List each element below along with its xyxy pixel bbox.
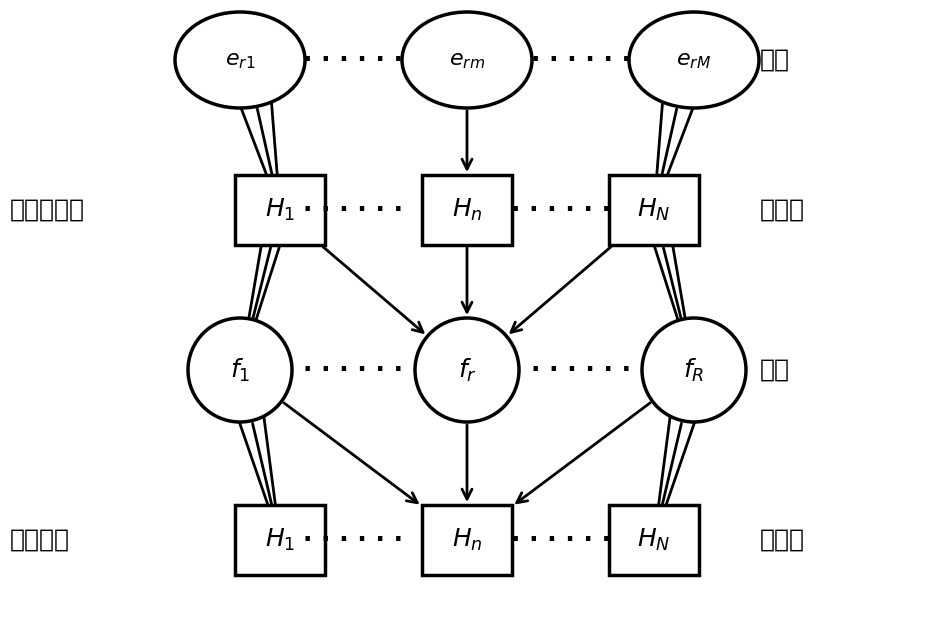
Text: · · · · · ·: · · · · · ·: [303, 198, 403, 222]
Text: $H_N$: $H_N$: [637, 527, 671, 553]
Text: · · · · · ·: · · · · · ·: [531, 358, 631, 382]
FancyBboxPatch shape: [609, 505, 699, 575]
Text: $f_r$: $f_r$: [458, 356, 476, 384]
Text: 因素层评估: 因素层评估: [10, 198, 85, 222]
Ellipse shape: [175, 12, 305, 108]
FancyBboxPatch shape: [609, 175, 699, 245]
Text: 因素: 因素: [760, 358, 790, 382]
Text: 整体评估: 整体评估: [10, 528, 70, 552]
Circle shape: [188, 318, 292, 422]
Text: · · · · · ·: · · · · · ·: [303, 48, 403, 72]
Text: · · · · · ·: · · · · · ·: [511, 198, 611, 222]
Text: $e_{r1}$: $e_{r1}$: [225, 49, 255, 71]
Text: $e_{rM}$: $e_{rM}$: [676, 49, 712, 71]
FancyBboxPatch shape: [422, 505, 512, 575]
Text: $H_1$: $H_1$: [265, 527, 295, 553]
Text: $H_n$: $H_n$: [452, 197, 482, 223]
Text: $f_1$: $f_1$: [230, 356, 250, 384]
Text: $e_{rm}$: $e_{rm}$: [449, 49, 485, 71]
Text: $H_1$: $H_1$: [265, 197, 295, 223]
FancyBboxPatch shape: [235, 175, 325, 245]
Ellipse shape: [629, 12, 759, 108]
Text: $H_N$: $H_N$: [637, 197, 671, 223]
Circle shape: [415, 318, 519, 422]
FancyBboxPatch shape: [422, 175, 512, 245]
Text: · · · · · ·: · · · · · ·: [303, 528, 403, 552]
Text: · · · · · ·: · · · · · ·: [511, 528, 611, 552]
Text: 第一层: 第一层: [760, 198, 805, 222]
Text: 指标: 指标: [760, 48, 790, 72]
Text: · · · · · ·: · · · · · ·: [303, 358, 403, 382]
Text: · · · · · ·: · · · · · ·: [531, 48, 631, 72]
Text: $H_n$: $H_n$: [452, 527, 482, 553]
Text: $f_R$: $f_R$: [684, 356, 704, 384]
Circle shape: [642, 318, 746, 422]
Ellipse shape: [402, 12, 532, 108]
Text: 第二层: 第二层: [760, 528, 805, 552]
FancyBboxPatch shape: [235, 505, 325, 575]
